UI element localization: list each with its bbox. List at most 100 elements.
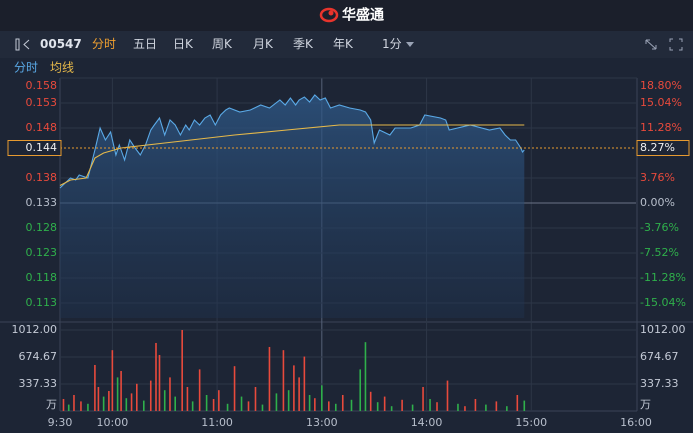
volume-bar <box>136 383 138 411</box>
volume-bar <box>158 354 161 411</box>
volume-bar <box>186 386 189 411</box>
volume-bar <box>125 398 128 411</box>
volume-bar <box>226 403 229 411</box>
y2-tick-label: -11.28% <box>640 271 686 284</box>
volume-bar <box>205 394 208 411</box>
stock-code: 00547 <box>40 37 82 51</box>
volume-bar <box>116 377 119 411</box>
volume-bar <box>341 394 344 411</box>
average-line <box>59 124 525 186</box>
volume-bar <box>464 406 466 411</box>
volume-bar <box>62 398 65 411</box>
volume-bar <box>303 356 306 411</box>
tab[interactable]: 日K <box>173 37 194 51</box>
y2-tick-label: -7.52% <box>640 246 679 259</box>
tab[interactable]: 季K <box>293 37 314 51</box>
y-tick-label: 0.138 <box>26 171 58 184</box>
volume-bar <box>474 398 477 411</box>
volume-bar <box>247 401 250 411</box>
volume-bar <box>218 390 220 411</box>
last-price-label: 0.144 <box>26 141 58 154</box>
volume-bar <box>401 399 403 411</box>
volume-bar <box>240 396 243 411</box>
volume-bar <box>254 386 257 411</box>
y2-tick-label: 15.04% <box>640 96 682 109</box>
volume-bar <box>191 401 194 411</box>
legend-price: 分时 <box>14 61 38 75</box>
volume-bar <box>120 370 122 411</box>
volume-bar <box>130 393 133 411</box>
tab[interactable]: 五日 <box>133 37 157 51</box>
y-tick-label: 0.118 <box>26 271 58 284</box>
x-tick-label: 16:00 <box>620 416 652 429</box>
volume-bar <box>268 346 271 411</box>
volume-bar <box>275 393 278 411</box>
tab-active[interactable]: 分时 <box>92 37 116 51</box>
collapse-icon[interactable] <box>15 38 30 51</box>
volume-bar <box>233 366 236 411</box>
volume-bar <box>446 380 449 411</box>
fullscreen-icon[interactable] <box>669 38 683 51</box>
volume-bar <box>506 406 508 411</box>
volume-bar <box>390 406 393 411</box>
volume-bar <box>169 377 171 411</box>
volume-bar <box>97 386 100 411</box>
expand-icon[interactable] <box>645 39 657 50</box>
volume-bar <box>328 401 330 411</box>
x-tick-label: 15:00 <box>515 416 547 429</box>
last-price-box <box>7 140 62 156</box>
volume-bar <box>73 394 75 411</box>
volume-bar <box>314 398 316 411</box>
y2-tick-label: 3.76% <box>640 171 675 184</box>
volume-bar <box>422 386 424 411</box>
y-tick-label: 0.123 <box>26 246 58 259</box>
toolbar <box>0 31 693 58</box>
brand-name: 华盛通 <box>342 7 384 24</box>
volume-bar <box>523 400 526 411</box>
volume-bar <box>181 330 183 411</box>
last-change-box <box>636 140 690 156</box>
volume-bar <box>359 369 362 411</box>
volume-bar <box>163 390 166 411</box>
y-tick-label: 0.148 <box>26 121 58 134</box>
volume-tick-label: 1012.00 <box>12 323 58 336</box>
volume-bar <box>321 385 323 411</box>
volume-bar <box>111 350 114 411</box>
volume-unit: 万 <box>46 398 57 411</box>
y-tick-label: 0.153 <box>26 96 58 109</box>
y2-tick-label: -3.76% <box>640 221 679 234</box>
volume-bar <box>369 391 372 411</box>
volume-tick-label: 337.33 <box>19 377 58 390</box>
volume-bar <box>350 399 353 411</box>
volume-bar <box>298 377 300 411</box>
volume-bar <box>436 402 438 411</box>
volume-bar <box>308 394 311 411</box>
volume-bar <box>376 402 379 411</box>
price-line <box>59 94 525 189</box>
volume-bar <box>94 364 96 411</box>
volume-bar <box>495 401 498 411</box>
y-tick-label: 0.133 <box>26 196 58 209</box>
y-tick-label: 0.158 <box>26 79 58 92</box>
volume-bar <box>198 369 201 411</box>
volume-bar <box>67 404 70 411</box>
x-tick-label: 9:30 <box>48 416 73 429</box>
volume-bar <box>261 404 264 411</box>
y-tick-label: 0.128 <box>26 221 58 234</box>
dropdown-arrow[interactable] <box>406 42 414 47</box>
volume-bar <box>102 396 105 411</box>
volume-bar <box>411 404 414 411</box>
tab[interactable]: 月K <box>253 37 274 51</box>
tab[interactable]: 周K <box>212 37 233 51</box>
volume-bar <box>383 396 386 411</box>
volume-bar <box>457 403 459 411</box>
y-tick-label: 0.113 <box>26 296 58 309</box>
price-area <box>60 95 525 318</box>
brand-logo <box>319 7 339 23</box>
interval-select[interactable]: 1分 <box>382 37 402 51</box>
y2-tick-label: 0.00% <box>640 196 675 209</box>
y2-tick-label: 18.80% <box>640 79 682 92</box>
tab[interactable]: 年K <box>333 37 354 51</box>
volume-bar <box>149 380 152 411</box>
volume-bar <box>80 401 82 411</box>
